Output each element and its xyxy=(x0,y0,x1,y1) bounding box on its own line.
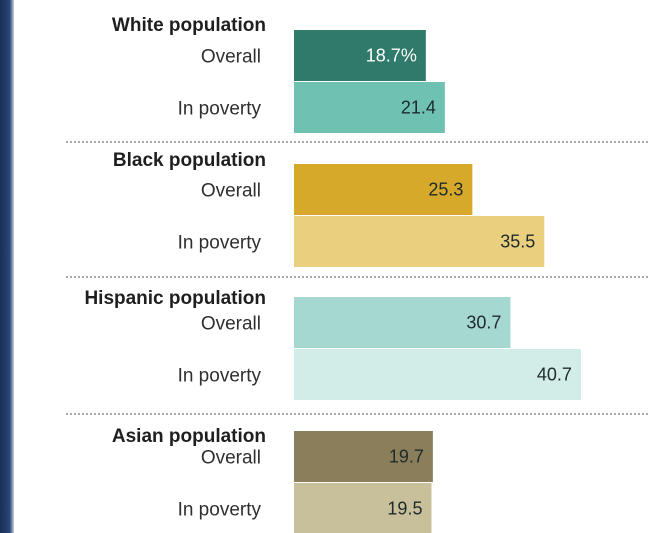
group-title: Asian population xyxy=(112,426,266,447)
bar-value-label: 19.5 xyxy=(387,499,422,519)
row-label: Overall xyxy=(201,47,261,68)
group-title: White population xyxy=(112,15,266,36)
row-label: In poverty xyxy=(178,366,262,387)
bar xyxy=(294,349,581,400)
bar-value-label: 21.4 xyxy=(401,98,436,118)
bar xyxy=(294,164,473,215)
bar xyxy=(294,216,545,267)
bar xyxy=(294,431,433,482)
row-label: In poverty xyxy=(178,233,262,254)
row-label: In poverty xyxy=(178,99,262,120)
bar xyxy=(294,297,511,348)
row-label: In poverty xyxy=(178,500,262,521)
group-title: Hispanic population xyxy=(84,288,266,309)
left-edge-decoration xyxy=(0,0,14,533)
bar xyxy=(294,30,426,81)
group-title: Black population xyxy=(113,150,266,171)
bar-value-label: 25.3 xyxy=(428,180,463,200)
bar xyxy=(294,483,432,533)
row-label: Overall xyxy=(201,448,261,469)
bar xyxy=(294,82,445,133)
bar-value-label: 40.7 xyxy=(537,365,572,385)
bar-value-label: 30.7 xyxy=(466,313,501,333)
row-label: Overall xyxy=(201,181,261,202)
bar-value-label: 18.7% xyxy=(366,46,417,66)
bar-value-label: 35.5 xyxy=(500,232,535,252)
bar-value-label: 19.7 xyxy=(389,447,424,467)
row-label: Overall xyxy=(201,314,261,335)
